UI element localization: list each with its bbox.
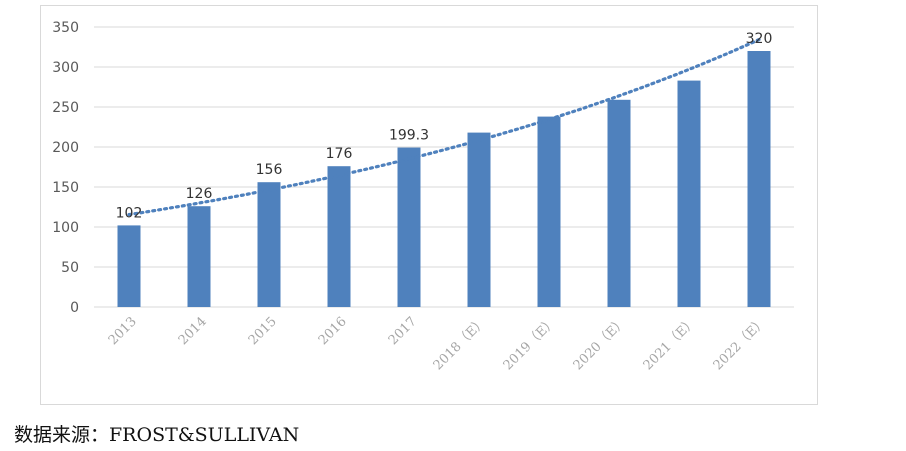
y-tick-label: 250 [52,100,79,116]
y-tick-label: 150 [52,180,79,196]
x-tick-label: 2022（E） [711,314,770,373]
data-label: 320 [746,31,773,47]
y-axis-ticks: 0 50 100 150 200 250 300 350 [52,20,79,316]
trendline-path [127,37,761,217]
x-axis-ticks: 2013 2014 2015 2016 2017 2018（E） 2019（E） 2020（E… [106,314,770,373]
source-note: 数据来源：FROST&SULLIVAN [14,424,300,446]
x-tick-label: 2021（E） [641,314,700,373]
y-tick-label: 200 [52,140,79,156]
data-label: 156 [256,162,283,178]
y-tick-label: 50 [61,260,79,276]
y-tick-label: 350 [52,20,79,36]
x-tick-label: 2018（E） [431,314,490,373]
bars [117,51,771,307]
y-tick-label: 100 [52,220,79,236]
bar [747,51,771,307]
x-tick-label: 2020（E） [571,314,630,373]
x-tick-label: 2019（E） [501,314,560,373]
bar [607,99,631,307]
data-label: 126 [186,186,213,202]
x-tick-label: 2017 [386,314,420,348]
bar [397,147,421,307]
bar [677,80,701,307]
data-label: 176 [326,146,353,162]
y-tick-label: 0 [70,300,79,316]
bar [327,166,351,307]
bar [117,225,141,307]
bar [467,132,491,307]
bar [257,182,281,307]
gridlines [94,26,794,308]
x-tick-label: 2013 [106,314,140,348]
data-labels: 102 126 156 176 199.3 320 [116,31,773,221]
bar [187,206,211,307]
y-tick-label: 300 [52,60,79,76]
x-tick-label: 2014 [176,314,210,348]
data-label: 199.3 [389,128,429,144]
bar [537,116,561,307]
bar-chart: 0 50 100 150 200 250 300 350 102 126 156 176 199.3 3… [52,20,794,373]
trendline [127,37,761,217]
data-label: 102 [116,205,143,221]
x-tick-label: 2015 [246,314,280,348]
x-tick-label: 2016 [316,314,350,348]
